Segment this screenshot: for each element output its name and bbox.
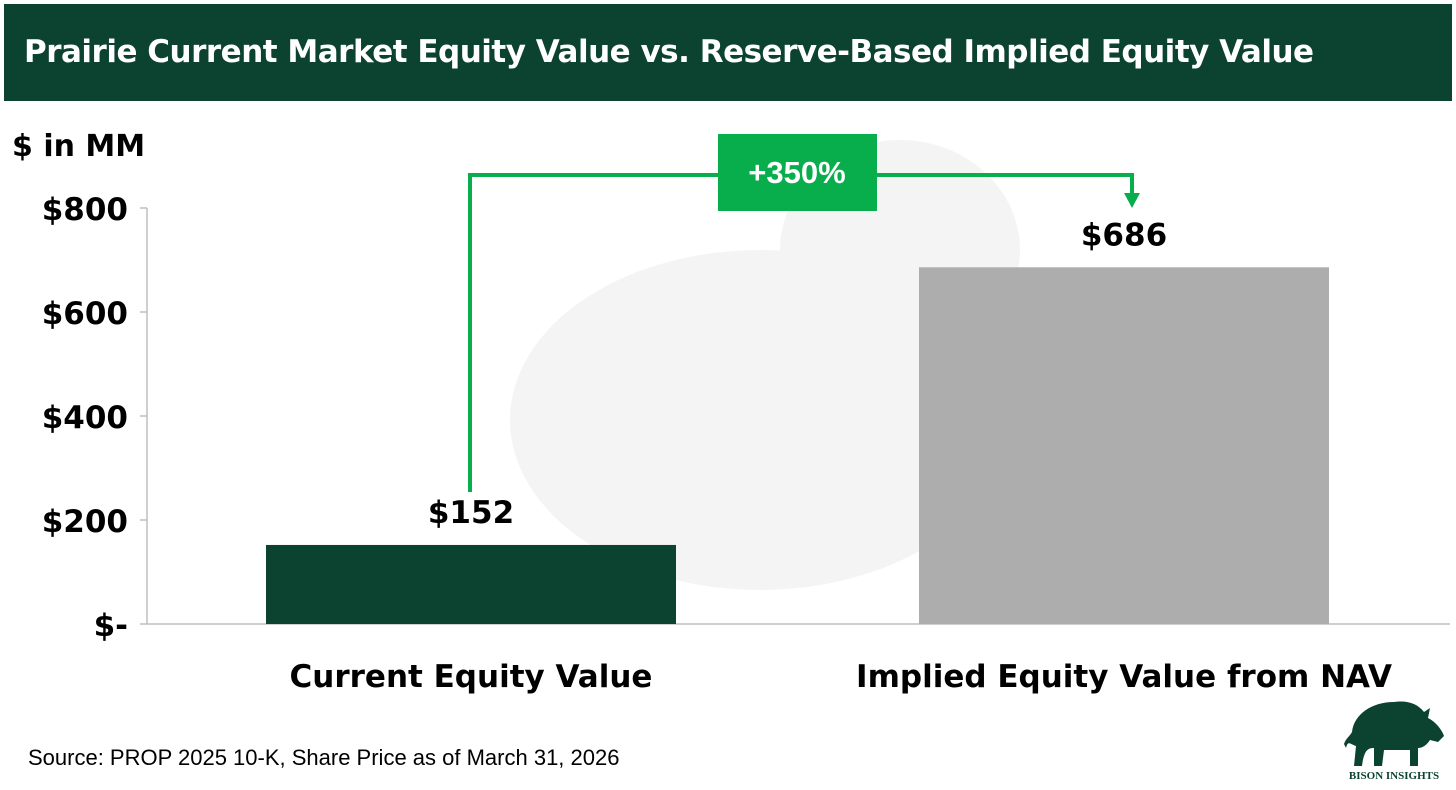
y-tick-label: $200 <box>42 504 128 540</box>
logo-text: BISON INSIGHTS <box>1348 770 1440 782</box>
growth-badge-label: +350% <box>748 155 845 190</box>
bar-2 <box>919 267 1329 624</box>
data-label: $152 <box>428 495 514 531</box>
y-tick-label: $- <box>94 608 128 644</box>
data-label: $686 <box>1081 217 1167 253</box>
x-tick-label: Current Equity Value <box>290 659 653 695</box>
y-axis-label: $ in MM <box>12 129 145 164</box>
bison-insights-logo: BISON INSIGHTS <box>1338 692 1450 786</box>
x-tick-label: Implied Equity Value from NAV <box>856 659 1392 695</box>
growth-badge <box>718 134 877 211</box>
bison-icon <box>1344 701 1444 766</box>
source-note: Source: PROP 2025 10-K, Share Price as o… <box>28 745 620 770</box>
arrow-head-icon <box>1124 193 1140 208</box>
title-bar: Prairie Current Market Equity Value vs. … <box>4 4 1452 101</box>
y-tick-label: $800 <box>42 192 128 228</box>
bar-1 <box>266 544 676 624</box>
y-tick-label: $600 <box>42 296 128 332</box>
chart-title: Prairie Current Market Equity Value vs. … <box>24 34 1314 70</box>
y-tick-label: $400 <box>42 400 128 436</box>
